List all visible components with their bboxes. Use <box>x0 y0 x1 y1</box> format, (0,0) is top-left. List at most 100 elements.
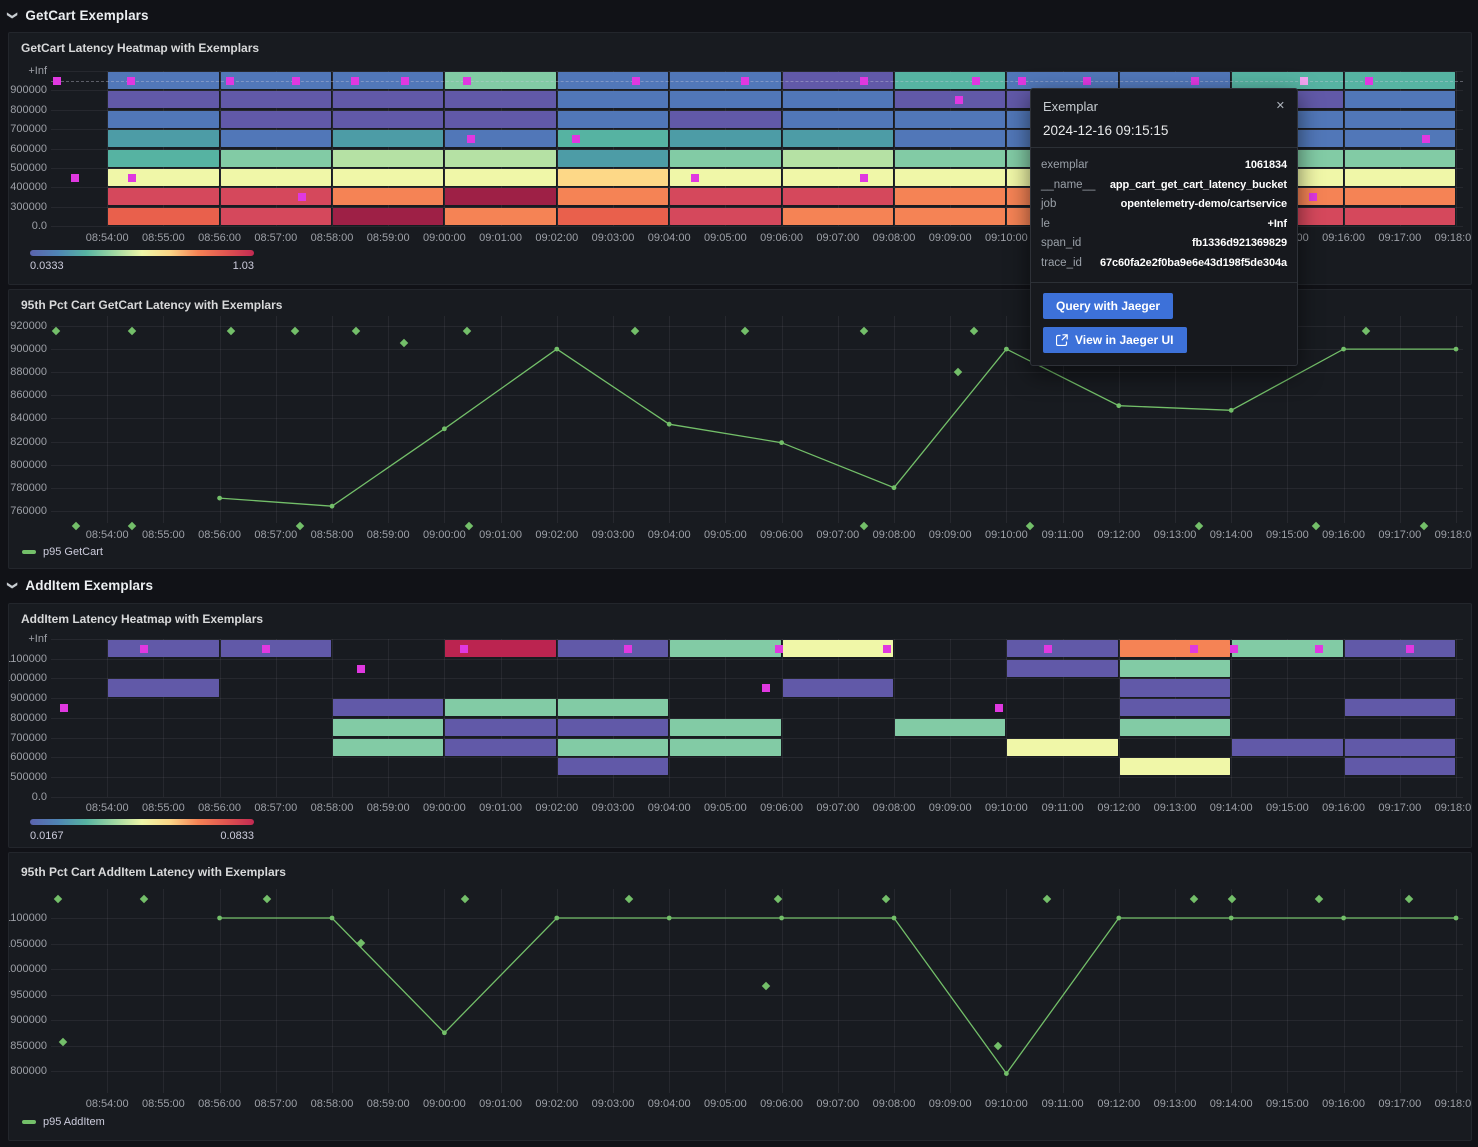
exemplar-diamond[interactable] <box>51 326 61 335</box>
heatmap-cell <box>445 207 556 225</box>
x-tick-label: 09:12:00 <box>1097 1098 1141 1110</box>
exemplar-marker[interactable] <box>1082 76 1091 85</box>
panel-title[interactable]: 95th Pct Cart AddItem Latency with Exemp… <box>21 865 286 879</box>
exemplar-marker[interactable] <box>139 644 148 653</box>
panel-title[interactable]: GetCart Latency Heatmap with Exemplars <box>21 41 260 55</box>
legend-item[interactable]: p95 GetCart <box>22 546 103 558</box>
exemplar-marker[interactable] <box>691 173 700 182</box>
exemplar-diamond[interactable] <box>859 326 868 335</box>
exemplar-marker[interactable] <box>53 76 62 85</box>
exemplar-marker[interactable] <box>292 76 301 85</box>
y-axis-label: 800000 <box>10 711 47 724</box>
exemplar-diamond[interactable] <box>462 326 472 335</box>
exemplar-marker[interactable] <box>774 644 783 653</box>
exemplar-marker[interactable] <box>127 173 136 182</box>
view-in-jaeger-ui-button[interactable]: View in Jaeger UI <box>1043 326 1187 353</box>
exemplar-diamond[interactable] <box>1404 894 1414 904</box>
gridline <box>388 889 390 1093</box>
legend-item[interactable]: p95 AddItem <box>22 1116 105 1128</box>
exemplar-marker[interactable] <box>882 644 891 653</box>
exemplar-marker[interactable] <box>466 134 475 143</box>
exemplar-diamond[interactable] <box>399 339 409 348</box>
exemplar-diamond[interactable] <box>1042 894 1052 904</box>
exemplar-diamond[interactable] <box>1189 894 1199 904</box>
exemplar-diamond[interactable] <box>262 894 272 904</box>
exemplar-marker[interactable] <box>126 76 135 85</box>
gridline <box>51 1020 1463 1021</box>
exemplar-marker[interactable] <box>741 76 750 85</box>
exemplar-marker[interactable] <box>460 644 469 653</box>
exemplar-diamond[interactable] <box>881 894 891 904</box>
tooltip-row: exemplar 1061834 <box>1041 156 1287 176</box>
section-additem-exemplars[interactable]: ❯ AddItem Exemplars <box>7 570 153 600</box>
exemplar-diamond[interactable] <box>953 367 963 377</box>
exemplar-diamond[interactable] <box>356 938 366 948</box>
exemplar-marker[interactable] <box>761 684 770 693</box>
x-tick-label: 08:59:00 <box>366 802 410 814</box>
section-getcart-exemplars[interactable]: ❯ GetCart Exemplars <box>7 0 149 30</box>
exemplar-marker[interactable] <box>972 76 981 85</box>
tooltip-row: job opentelemetry-demo/cartservice <box>1041 195 1287 215</box>
exemplar-marker[interactable] <box>351 76 360 85</box>
exemplar-marker[interactable] <box>298 193 307 202</box>
exemplar-marker[interactable] <box>1230 644 1238 653</box>
exemplar-marker[interactable] <box>401 76 410 85</box>
exemplar-marker[interactable] <box>1314 644 1323 653</box>
exemplar-diamond[interactable] <box>351 326 361 335</box>
exemplar-marker[interactable] <box>462 76 471 85</box>
y-axis-label: 1000000 <box>8 672 47 685</box>
heatmap-cell <box>1344 149 1455 167</box>
heatmap-cell <box>557 72 669 89</box>
exemplar-marker[interactable] <box>632 76 641 85</box>
exemplar-marker[interactable] <box>1309 193 1318 202</box>
exemplar-marker[interactable] <box>571 134 580 143</box>
color-scale-min: 0.0333 <box>30 260 64 272</box>
exemplar-diamond[interactable] <box>1227 894 1236 904</box>
panel-title[interactable]: 95th Pct Cart GetCart Latency with Exemp… <box>21 298 283 312</box>
exemplar-diamond[interactable] <box>1314 894 1324 904</box>
exemplar-diamond[interactable] <box>630 326 640 335</box>
exemplar-diamond[interactable] <box>1361 326 1371 335</box>
query-with-jaeger-button[interactable]: Query with Jaeger <box>1043 292 1174 319</box>
close-icon[interactable]: ✕ <box>1274 97 1287 114</box>
exemplar-marker[interactable] <box>225 76 234 85</box>
exemplar-diamond[interactable] <box>460 894 470 904</box>
exemplar-diamond[interactable] <box>139 894 148 904</box>
x-tick-label: 09:00:00 <box>422 1098 466 1110</box>
color-scale-bar <box>30 819 254 825</box>
exemplar-marker[interactable] <box>995 703 1004 712</box>
exemplar-diamond[interactable] <box>624 894 633 904</box>
exemplar-diamond[interactable] <box>127 326 137 335</box>
exemplar-diamond[interactable] <box>761 982 771 991</box>
exemplar-diamond[interactable] <box>969 326 979 335</box>
exemplar-diamond[interactable] <box>740 326 750 335</box>
exemplar-diamond[interactable] <box>226 326 236 335</box>
exemplar-marker[interactable] <box>59 703 68 712</box>
exemplar-diamond[interactable] <box>290 326 300 335</box>
x-tick-label: 09:13:00 <box>1153 802 1197 814</box>
exemplar-marker[interactable] <box>262 644 271 653</box>
exemplar-marker[interactable] <box>859 76 868 85</box>
x-tick-label: 09:10:00 <box>984 529 1028 541</box>
exemplar-diamond[interactable] <box>993 1041 1003 1051</box>
gridline <box>444 889 446 1093</box>
exemplar-marker[interactable] <box>1043 644 1052 653</box>
exemplar-marker[interactable] <box>1191 76 1200 85</box>
gridline <box>669 71 671 227</box>
exemplar-marker[interactable] <box>71 173 80 182</box>
exemplar-marker[interactable] <box>955 96 964 105</box>
y-axis-label: 820000 <box>10 435 47 448</box>
exemplar-marker[interactable] <box>357 664 366 673</box>
heatmap-cell <box>333 207 444 225</box>
panel-title[interactable]: AddItem Latency Heatmap with Exemplars <box>21 612 264 626</box>
exemplar-marker[interactable] <box>1299 76 1308 85</box>
exemplar-marker[interactable] <box>1405 644 1414 653</box>
exemplar-marker[interactable] <box>1364 76 1373 85</box>
exemplar-marker[interactable] <box>624 644 633 653</box>
heatmap-cell <box>1007 640 1118 658</box>
exemplar-marker[interactable] <box>1422 134 1431 143</box>
exemplar-diamond[interactable] <box>53 894 62 904</box>
exemplar-marker[interactable] <box>1018 76 1027 85</box>
exemplar-marker[interactable] <box>1190 644 1199 653</box>
exemplar-marker[interactable] <box>859 173 868 182</box>
